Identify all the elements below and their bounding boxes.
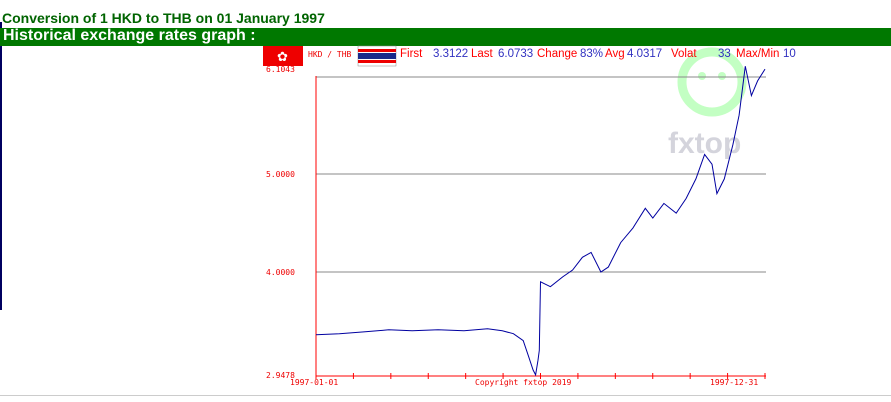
x-tick-end: 1997-12-31 (710, 378, 758, 387)
page-title: Conversion of 1 HKD to THB on 01 January… (2, 10, 325, 26)
last-label: Last (471, 48, 494, 60)
volat-label: Volat (671, 48, 697, 60)
watermark-logo: fxtop (668, 47, 747, 160)
currency-pair: HKD / THB (308, 50, 352, 59)
y-tick-label: 5.0000 (266, 170, 295, 179)
change-label: Change (537, 48, 577, 60)
y-tick-label: 4.0000 (266, 268, 295, 277)
change-value: 83% (580, 48, 603, 60)
y-tick-label: 2.9478 (266, 371, 295, 380)
copyright: Copyright fxtop 2019 (475, 378, 572, 387)
x-tick-start: 1997-01-01 (290, 378, 338, 387)
y-tick-label: 6.1043 (266, 65, 295, 74)
grid (316, 76, 766, 273)
thailand-flag-icon (357, 45, 397, 67)
maxmin-label: Max/Min (736, 48, 779, 60)
stats-line: First 3.3122 Last 6.0733 Change 83% Avg … (400, 48, 796, 60)
hong-kong-flag-icon: ✿ (263, 46, 303, 66)
last-value: 6.0733 (498, 48, 533, 60)
series-line (315, 66, 766, 377)
maxmin-value: 10 (783, 48, 796, 60)
divider (0, 395, 891, 396)
left-border (0, 22, 2, 310)
volat-value: 33 (718, 48, 731, 60)
section-band: Historical exchange rates graph : (0, 27, 891, 46)
avg-label: Avg (605, 48, 625, 60)
section-heading: Historical exchange rates graph : (3, 27, 256, 44)
svg-text:✿: ✿ (277, 49, 288, 64)
avg-value: 4.0317 (627, 48, 662, 60)
first-label: First (400, 48, 423, 60)
first-value: 3.3122 (433, 48, 468, 60)
